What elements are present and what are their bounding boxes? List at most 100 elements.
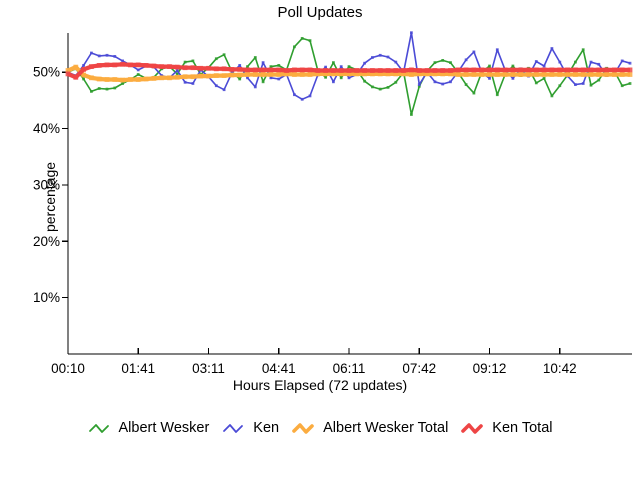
- series-marker-ken: [238, 64, 242, 67]
- series-marker-ken-total: [338, 68, 344, 73]
- series-marker-ken-total: [135, 62, 141, 68]
- x-tick-label: 09:12: [473, 361, 507, 376]
- series-marker-albert-wesker: [488, 64, 491, 68]
- series-marker-albert-wesker-total: [370, 71, 375, 77]
- series-marker-ken: [386, 55, 390, 59]
- x-tick-label: 01:41: [121, 361, 155, 376]
- series-marker-ken: [269, 76, 273, 80]
- series-marker-albert-wesker-total: [174, 74, 180, 80]
- series-marker-ken: [628, 61, 632, 65]
- series-marker-ken: [222, 88, 226, 92]
- x-axis-label: Hours Elapsed (72 updates): [232, 377, 408, 393]
- series-marker-albert-wesker: [308, 39, 312, 42]
- series-marker-ken-total: [182, 65, 188, 71]
- series-marker-ken-total: [596, 67, 602, 73]
- series-marker-ken-total: [627, 67, 633, 73]
- series-marker-albert-wesker: [113, 86, 117, 90]
- series-marker-ken-total: [370, 68, 375, 73]
- series-marker-albert-wesker-total: [494, 72, 500, 77]
- series-marker-albert-wesker: [574, 60, 577, 64]
- series-marker-ken: [339, 65, 343, 68]
- legend-marker-albert-wesker-total-icon: [292, 423, 314, 434]
- series-marker-ken: [542, 64, 546, 68]
- series-marker-albert-wesker: [534, 81, 538, 85]
- series-marker-ken: [308, 94, 312, 98]
- series-marker-ken: [488, 77, 491, 80]
- series-marker-albert-wesker: [261, 80, 265, 84]
- series-marker-ken-total: [237, 67, 243, 72]
- y-tick-label: 10%: [33, 290, 60, 305]
- series-marker-ken: [511, 77, 515, 80]
- series-marker-ken: [589, 60, 593, 64]
- series-marker-albert-wesker: [550, 94, 554, 98]
- series-marker-albert-wesker: [386, 86, 390, 89]
- series-marker-albert-wesker: [542, 77, 546, 80]
- series-marker-albert-wesker-total: [151, 76, 157, 81]
- legend-item-ken: Ken: [222, 420, 279, 436]
- series-marker-albert-wesker-total: [135, 77, 141, 82]
- series-marker-ken-total: [229, 67, 235, 72]
- series-marker-albert-wesker: [324, 75, 327, 79]
- series-marker-ken-total: [565, 67, 570, 73]
- series-marker-albert-wesker-total: [416, 71, 422, 77]
- series-marker-albert-wesker: [82, 77, 85, 81]
- series-marker-ken-total: [494, 67, 500, 73]
- series-marker-albert-wesker-total: [604, 72, 609, 77]
- series-marker-ken-total: [448, 68, 453, 73]
- series-marker-ken-total: [299, 67, 305, 73]
- series-marker-albert-wesker: [269, 65, 273, 68]
- series-marker-ken-total: [190, 65, 196, 71]
- series-marker-ken: [433, 80, 437, 84]
- series-marker-ken: [105, 53, 109, 57]
- series-marker-albert-wesker-total: [479, 72, 485, 77]
- series-marker-ken: [183, 80, 187, 84]
- series-marker-albert-wesker: [183, 60, 187, 64]
- series-marker-albert-wesker-total: [510, 72, 516, 77]
- series-marker-ken-total: [588, 67, 594, 73]
- series-marker-albert-wesker-total: [104, 77, 110, 82]
- series-marker-albert-wesker: [441, 59, 445, 62]
- series-marker-albert-wesker: [417, 84, 421, 88]
- series-marker-albert-wesker-total: [385, 71, 391, 77]
- series-marker-ken-total: [409, 67, 414, 73]
- series-marker-albert-wesker: [136, 73, 140, 76]
- series-marker-ken: [378, 53, 382, 57]
- series-marker-albert-wesker: [410, 113, 413, 116]
- series-marker-ken: [82, 64, 85, 67]
- series-marker-albert-wesker-total: [245, 72, 250, 77]
- series-marker-albert-wesker-total: [182, 74, 188, 80]
- series-marker-ken: [550, 47, 554, 50]
- series-marker-ken-total: [440, 68, 446, 73]
- series-marker-albert-wesker: [394, 80, 398, 84]
- series-marker-albert-wesker: [628, 82, 632, 85]
- series-marker-ken: [332, 80, 335, 84]
- series-marker-albert-wesker-total: [424, 71, 430, 77]
- legend: Albert Wesker Ken Albert Wesker Total Ke…: [0, 418, 640, 438]
- series-marker-ken-total: [104, 62, 110, 68]
- series-marker-ken-total: [159, 64, 165, 69]
- legend-marker-ken-icon: [223, 424, 244, 433]
- series-marker-ken: [121, 59, 124, 63]
- series-marker-ken-total: [307, 67, 313, 73]
- series-marker-albert-wesker-total: [471, 72, 477, 77]
- series-marker-albert-wesker-total: [323, 71, 328, 77]
- series-marker-albert-wesker: [253, 56, 257, 59]
- series-marker-albert-wesker: [363, 79, 366, 83]
- series-marker-albert-wesker-total: [565, 72, 570, 77]
- series-marker-albert-wesker: [214, 57, 218, 61]
- series-marker-ken-total: [580, 67, 586, 73]
- plot-area: 10% 20% 30% 40% 50% 00:10 01:41 03:11 04:41 06:11…: [33, 31, 633, 376]
- series-marker-albert-wesker-total: [619, 72, 625, 77]
- x-tick-label: 03:11: [192, 361, 225, 376]
- series-marker-albert-wesker-total: [260, 72, 266, 77]
- series-marker-ken-total: [463, 67, 469, 73]
- series-marker-albert-wesker: [339, 76, 343, 80]
- series-marker-ken-total: [526, 67, 531, 73]
- legend-item-albert-wesker: Albert Wesker: [88, 420, 209, 436]
- series-marker-albert-wesker: [581, 48, 585, 52]
- series-marker-albert-wesker-total: [252, 72, 258, 77]
- series-marker-albert-wesker-total: [81, 72, 86, 78]
- series-marker-ken: [371, 56, 374, 59]
- series-marker-ken-total: [315, 68, 321, 73]
- series-marker-ken-total: [213, 66, 219, 72]
